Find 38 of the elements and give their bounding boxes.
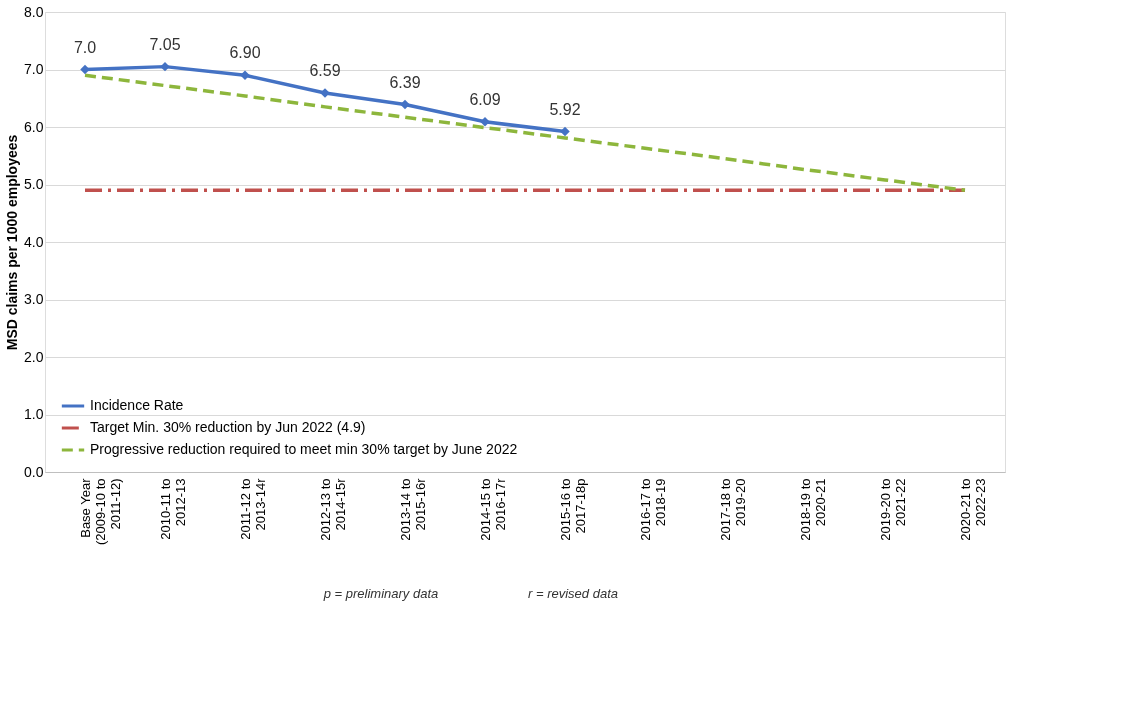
x-tick-label: 2019-20 to 2021-22 bbox=[877, 478, 908, 541]
x-tick-label: 2012-13 to 2014-15r bbox=[317, 477, 348, 541]
data-label: 6.09 bbox=[469, 90, 501, 108]
x-tick-label: 2011-12 to 2013-14r bbox=[237, 477, 268, 540]
point bbox=[80, 64, 90, 75]
data-label: 7.05 bbox=[149, 35, 181, 53]
text: r = revised data bbox=[528, 586, 618, 601]
data-label: 5.92 bbox=[549, 100, 581, 118]
legend-label: Incidence Rate bbox=[90, 397, 184, 413]
point bbox=[560, 126, 570, 137]
x-tick-label: 2020-21 to 2022-23 bbox=[957, 478, 988, 541]
point bbox=[160, 61, 170, 72]
y-tick-label: 7.0 bbox=[24, 61, 44, 77]
x-tick-label: 2010-11 to 2012-13 bbox=[157, 478, 188, 540]
x-tick-label: 2014-15 to 2016-17r bbox=[477, 477, 508, 541]
y-tick-label: 2.0 bbox=[24, 348, 44, 365]
y-tick-label: 0.0 bbox=[24, 463, 44, 480]
y-tick-label: 1.0 bbox=[24, 406, 44, 422]
data-label: 6.59 bbox=[309, 62, 341, 80]
x-tick-label: 2017-18 to 2019-20 bbox=[717, 478, 748, 541]
point bbox=[400, 99, 410, 110]
y-axis-title: MSD claims per 1000 employees bbox=[4, 134, 21, 351]
legend-label: Progressive reduction required to meet min 30% target by June 2022 bbox=[90, 441, 518, 457]
x-tick-label: 2018-19 to 2020-21 bbox=[797, 478, 828, 541]
y-tick-label: 4.0 bbox=[24, 233, 44, 250]
y-tick-label: 6.0 bbox=[24, 118, 44, 135]
x-tick-label: Base Year (2009-10 to 2011-12) bbox=[77, 477, 123, 545]
text: p = preliminary data bbox=[322, 586, 439, 601]
y-tick-label: 3.0 bbox=[24, 291, 44, 307]
x-tick-label: 2015-16 to 2017-18p bbox=[557, 478, 588, 541]
y-tick-label: 8.0 bbox=[24, 3, 44, 20]
data-label: 6.39 bbox=[389, 73, 421, 91]
x-tick-label: 2013-14 to 2015-16r bbox=[397, 477, 428, 541]
y-tick-label: 5.0 bbox=[24, 176, 44, 192]
x-tick-label: 2016-17 to 2018-19 bbox=[637, 478, 668, 541]
legend-label: Target Min. 30% reduction by Jun 2022 (4.9) bbox=[90, 419, 366, 435]
data-label: 6.90 bbox=[229, 44, 261, 62]
data-label: 7.0 bbox=[73, 38, 97, 56]
